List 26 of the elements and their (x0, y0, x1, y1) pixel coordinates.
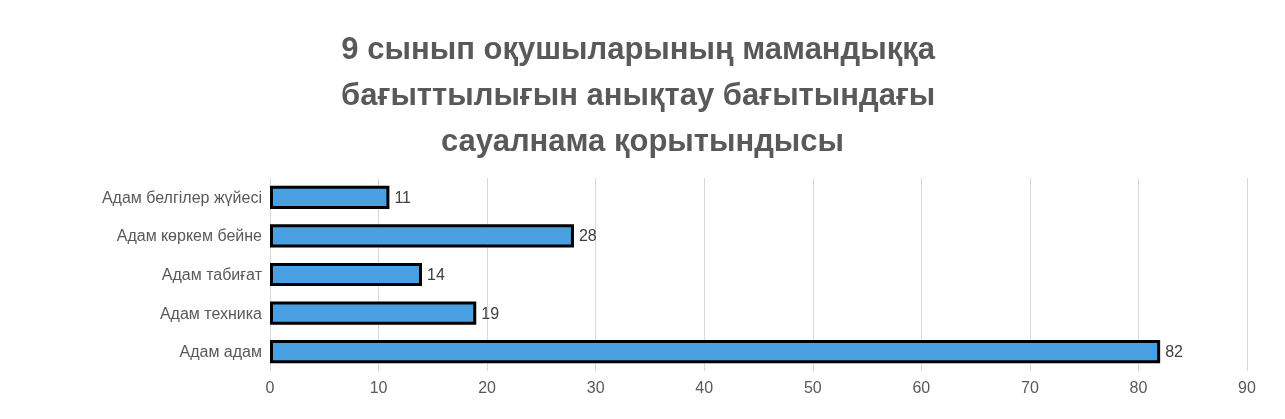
y-tick-label: Адам табиғат (161, 266, 263, 283)
data-label: 14 (426, 266, 445, 283)
x-tick-label: 10 (369, 378, 388, 396)
x-tick-label: 90 (1238, 378, 1256, 396)
bar (270, 301, 477, 325)
y-tick-label: Адам көркем бейне (116, 227, 263, 245)
x-tick-label: 80 (1129, 378, 1148, 396)
x-tick-label: 30 (586, 378, 605, 396)
bar (270, 224, 574, 248)
x-tick-label: 60 (912, 378, 931, 396)
data-label: 82 (1165, 343, 1184, 361)
x-tick-label: 50 (803, 378, 822, 396)
y-tick-label: Адам техника (159, 304, 263, 322)
data-label: 19 (481, 304, 500, 322)
data-label: 28 (578, 227, 597, 245)
data-label: 11 (394, 188, 412, 206)
x-tick-label: 20 (478, 378, 497, 396)
x-tick-label: 40 (695, 378, 714, 396)
chart-title: 9 сынып оқушыларының мамандыққа бағыттылығын анықтау бағытындағы сауалнама қорытындысы (341, 30, 944, 158)
y-tick-label: Адам адам (179, 343, 262, 361)
bar (270, 340, 1161, 364)
x-tick-label: 70 (1020, 378, 1039, 396)
y-tick-label: Адам белгілер жүйесі (101, 188, 262, 206)
bar (270, 185, 390, 209)
x-tick-label: 0 (265, 378, 275, 396)
bar (270, 262, 422, 287)
